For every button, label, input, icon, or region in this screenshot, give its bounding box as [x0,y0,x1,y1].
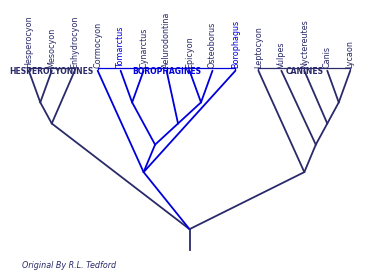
Text: Enhydrocyon: Enhydrocyon [70,15,79,67]
Text: Hesperocyon: Hesperocyon [24,15,33,67]
Text: Epicyon: Epicyon [185,36,194,67]
Text: Osteoborus: Osteoborus [208,21,217,67]
Text: Leptocyon: Leptocyon [254,26,263,67]
Text: BOROPHAGINES: BOROPHAGINES [132,67,201,76]
Text: Aelurodontina: Aelurodontina [162,11,171,67]
Text: Original By R.L. Tedford: Original By R.L. Tedford [22,261,116,270]
Text: Nyctereutes: Nyctereutes [300,19,309,67]
Text: Borophagus: Borophagus [231,19,240,67]
Text: Cynarctus: Cynarctus [139,27,148,67]
Text: Mesocyon: Mesocyon [47,27,56,67]
Text: HESPEROCYONINES: HESPEROCYONINES [10,67,94,76]
Text: CANINES: CANINES [285,67,323,76]
Text: Tomarctus: Tomarctus [116,26,125,67]
Text: Cormocyon: Cormocyon [93,21,102,67]
Text: Lycaon: Lycaon [346,40,355,67]
Text: Canis: Canis [323,45,332,67]
Text: Vulpes: Vulpes [277,41,286,67]
